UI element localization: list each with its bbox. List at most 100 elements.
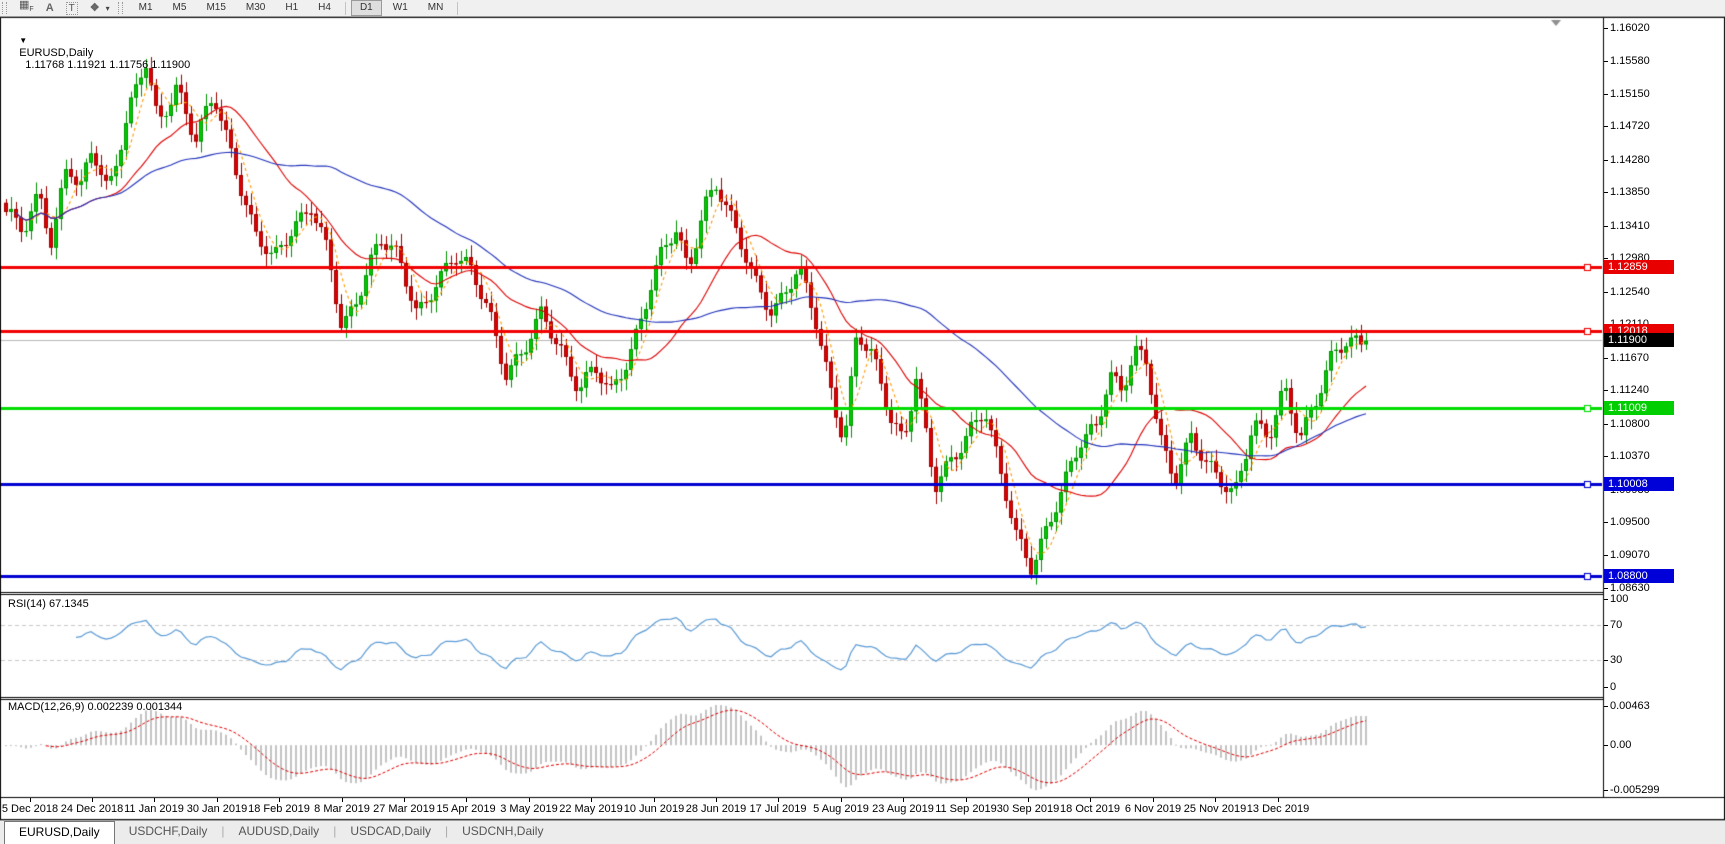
macd-indicator-label: MACD(12,26,9) 0.002239 0.001344 [8,701,183,713]
styles-tool-icon[interactable]: ❖ [89,1,100,14]
date-label: 5 Dec 2018 [1,803,59,815]
date-tick-mark [1278,798,1279,802]
timeframe-grip-handle[interactable] [117,2,123,14]
date-tick-mark [92,798,93,802]
arrow-a-tool-icon[interactable]: A [45,1,54,14]
date-label: 22 May 2019 [559,803,623,815]
date-label: 6 Nov 2019 [1124,803,1182,815]
rsi-axis-label: 0 [1610,681,1617,693]
toolbar-separator [344,1,346,15]
macd-axis-tick-mark [1604,790,1608,791]
date-tick-mark [1090,798,1091,802]
date-tick-mark [466,798,467,802]
date-label: 8 Mar 2019 [314,803,370,815]
price-axis-label: 1.14720 [1610,120,1650,132]
date-tick-mark [903,798,904,802]
price-axis-label: 1.14280 [1610,154,1650,166]
price-axis-tick-mark [1604,126,1608,127]
date-label: 18 Oct 2019 [1060,803,1120,815]
date-tick-mark [591,798,592,802]
date-tick-mark [217,798,218,802]
price-axis-tick-mark [1604,28,1608,29]
date-label: 18 Feb 2019 [248,803,310,815]
chart-tab-usdcad[interactable]: USDCAD,Daily [350,824,431,838]
tab-separator: | [333,824,337,838]
price-highlight-label: 1.11009 [1604,401,1674,415]
date-label: 15 Apr 2019 [436,803,496,815]
price-axis-label: 1.12540 [1610,286,1650,298]
chart-tab-eurusd[interactable]: EURUSD,Daily [4,821,115,844]
date-tick-mark [154,798,155,802]
rsi-axis-tick-mark [1604,687,1608,688]
date-label: 25 Nov 2019 [1183,803,1247,815]
date-label: 17 Jul 2019 [749,803,807,815]
collapse-arrow-icon[interactable]: ▼ [19,36,28,45]
date-label: 27 Mar 2019 [373,803,435,815]
tab-separator: | [445,824,449,838]
price-axis-tick-mark [1604,424,1608,425]
date-label: 11 Sep 2019 [935,803,997,815]
date-label: 11 Jan 2019 [124,803,184,815]
price-axis-tick-mark [1604,94,1608,95]
timeframe-button-m1[interactable]: M1 [138,2,153,13]
toolbar-separator [457,1,459,15]
rsi-axis-label: 70 [1610,619,1623,631]
date-tick-mark [30,798,31,802]
date-tick-mark [1153,798,1154,802]
chart-tab-audusd[interactable]: AUDUSD,Daily [238,824,320,838]
chart-tab-bar: EURUSD,Daily USDCHF,Daily | AUDUSD,Daily | US… [0,820,1725,844]
date-tick-mark [279,798,280,802]
timeframe-button-m30[interactable]: M30 [245,2,266,13]
price-axis-tick-mark [1604,456,1608,457]
date-label: 13 Dec 2019 [1246,803,1310,815]
price-axis-label: 1.15150 [1610,88,1650,100]
rsi-axis-tick-mark [1604,625,1608,626]
price-axis-tick-mark [1604,358,1608,359]
timeframe-button-m15[interactable]: M15 [206,2,226,13]
timeframe-button-h1[interactable]: H1 [285,2,299,13]
date-tick-mark [342,798,343,802]
timeframe-button-mn[interactable]: MN [427,2,444,13]
price-axis-tick-mark [1604,390,1608,391]
price-axis-label: 1.09070 [1610,549,1650,561]
price-axis-tick-mark [1604,61,1608,62]
price-axis-tick-mark [1604,226,1608,227]
price-axis-label: 1.08630 [1610,582,1650,594]
date-tick-mark [1028,798,1029,802]
price-highlight-label: 1.11900 [1604,333,1674,347]
chart-ohlc-values: 1.11768 1.11921 1.11756 1.11900 [25,59,191,71]
price-axis-tick-mark [1604,192,1608,193]
date-label: 30 Sep 2019 [996,803,1060,815]
date-tick-mark [778,798,779,802]
price-axis-label: 1.10800 [1610,418,1650,430]
date-tick-mark [654,798,655,802]
chart-symbol-label: EURUSD,Daily [19,47,94,59]
timeframe-button-w1[interactable]: W1 [392,2,408,13]
timeframe-button-m5[interactable]: M5 [172,2,187,13]
grid-f-icon[interactable]: ▦F [19,0,34,14]
date-label: 3 May 2019 [500,803,558,815]
price-axis-tick-mark [1604,292,1608,293]
rsi-axis-label: 30 [1610,654,1623,666]
chart-tab-usdcnh[interactable]: USDCNH,Daily [462,824,544,838]
price-axis-tick-mark [1604,555,1608,556]
date-tick-mark [404,798,405,802]
timeframe-button-d1[interactable]: D1 [350,0,382,16]
timeframe-button-group: M1 M5 M15 M30 H1 H4 D1 W1 MN [129,0,463,16]
date-label: 24 Dec 2018 [60,803,124,815]
rsi-axis-label: 100 [1610,593,1629,605]
date-label: 5 Aug 2019 [813,803,869,815]
text-tool-icon[interactable]: T [65,1,78,15]
tool-sub-label: F [29,6,34,14]
timeframe-button-h4[interactable]: H4 [318,2,331,13]
date-tick-mark [841,798,842,802]
macd-axis-tick-mark [1604,745,1608,746]
chart-tab-usdchf[interactable]: USDCHF,Daily [128,824,208,838]
tab-separator: | [221,824,225,838]
styles-dropdown-caret-icon[interactable]: ▾ [105,3,110,13]
price-axis-label: 1.09500 [1610,516,1650,528]
toolbar-grip-handle[interactable] [2,2,7,14]
price-axis-label: 1.15580 [1610,55,1650,67]
